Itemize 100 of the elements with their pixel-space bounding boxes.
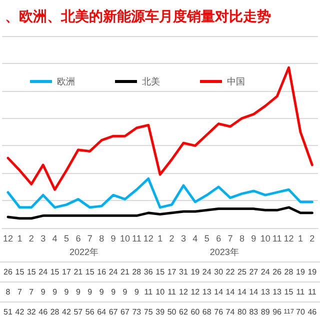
data-label: 21 bbox=[74, 268, 84, 276]
data-label: 9 bbox=[52, 288, 58, 296]
data-label: 13 bbox=[260, 288, 270, 296]
x-tick-label: 5 bbox=[204, 234, 210, 244]
data-label: 50 bbox=[167, 308, 177, 316]
data-label: 14 bbox=[226, 288, 236, 296]
data-label: 31 bbox=[179, 268, 188, 276]
x-tick-label: 3 bbox=[180, 234, 186, 244]
x-tick-label: 1 bbox=[158, 234, 163, 244]
data-label: 62 bbox=[179, 308, 188, 316]
x-tick-label: 2 bbox=[310, 234, 315, 244]
data-label: 7 bbox=[29, 288, 34, 296]
data-label: 24 bbox=[202, 268, 212, 276]
data-label: 14 bbox=[214, 288, 224, 296]
x-tick-label: 1 bbox=[298, 234, 303, 244]
data-label: 8 bbox=[6, 288, 11, 296]
data-label: 14 bbox=[249, 288, 259, 296]
data-label: 16 bbox=[97, 268, 107, 276]
data-label: 11 bbox=[308, 288, 317, 296]
data-label: 19 bbox=[308, 268, 318, 276]
data-label: 12 bbox=[179, 288, 188, 296]
x-tick-label: 10 bbox=[260, 234, 270, 244]
data-label: 89 bbox=[260, 308, 270, 316]
data-label: 26 bbox=[4, 268, 13, 276]
data-label: 9 bbox=[111, 288, 116, 296]
data-label: 9 bbox=[99, 288, 104, 296]
x-tick-label: 8 bbox=[239, 234, 244, 244]
data-label: 46 bbox=[308, 308, 318, 316]
x-tick-label: 1 bbox=[17, 234, 22, 244]
data-label: 15 bbox=[26, 268, 36, 276]
data-label: 70 bbox=[296, 308, 306, 316]
x-tick-label: 6 bbox=[76, 234, 81, 244]
data-label: 15 bbox=[284, 288, 294, 296]
data-label: 13 bbox=[202, 288, 212, 296]
data-label: 80 bbox=[238, 308, 247, 316]
data-label: 15 bbox=[50, 268, 60, 276]
x-tick-label: 4 bbox=[52, 234, 58, 244]
data-label: 75 bbox=[144, 308, 154, 316]
x-tick-label: 11 bbox=[132, 234, 142, 244]
x-tick-label: 2 bbox=[28, 234, 34, 244]
data-label: 28 bbox=[50, 308, 60, 316]
data-label: 19 bbox=[296, 268, 306, 276]
data-label: 57 bbox=[74, 308, 84, 316]
data-label: 17 bbox=[62, 268, 72, 276]
chart-title: 、欧洲、北美的新能源车月度销量对比走势 bbox=[5, 8, 271, 24]
data-label: 11 bbox=[168, 288, 176, 296]
legend-label: 欧洲 bbox=[57, 76, 75, 86]
x-tick-label: 4 bbox=[192, 234, 198, 244]
data-label: 9 bbox=[134, 288, 140, 296]
data-label: 15 bbox=[156, 268, 166, 276]
data-label: 9 bbox=[40, 288, 46, 296]
data-label: 39 bbox=[156, 308, 166, 316]
x-tick-label: 3 bbox=[40, 234, 46, 244]
data-label: 27 bbox=[249, 268, 259, 276]
data-label: 21 bbox=[120, 268, 130, 276]
data-label: 76 bbox=[214, 308, 224, 316]
data-label: 11 bbox=[144, 288, 154, 296]
data-label: 42 bbox=[15, 308, 25, 316]
data-label: 24 bbox=[260, 268, 270, 276]
data-label: 42 bbox=[62, 308, 72, 316]
x-tick-label: 7 bbox=[87, 234, 92, 244]
x-tick-label: 12 bbox=[284, 234, 294, 244]
data-label: 19 bbox=[190, 268, 200, 276]
data-label: 10 bbox=[156, 288, 166, 296]
data-label: 25 bbox=[238, 268, 247, 276]
data-label: 46 bbox=[38, 308, 48, 316]
text: 2022年 bbox=[70, 247, 99, 257]
data-label: 32 bbox=[26, 308, 36, 316]
data-label: 12 bbox=[190, 288, 200, 296]
x-tick-label: 10 bbox=[120, 234, 130, 244]
data-label: 15 bbox=[85, 268, 95, 276]
x-tick-label: 12 bbox=[2, 234, 14, 244]
data-label: 26 bbox=[272, 268, 282, 276]
data-label: 28 bbox=[284, 268, 294, 276]
data-label: 51 bbox=[4, 308, 13, 316]
data-label: 56 bbox=[85, 308, 95, 316]
data-label: 96 bbox=[272, 308, 282, 316]
x-tick-label: 9 bbox=[110, 234, 116, 244]
legend-label: 中国 bbox=[227, 76, 245, 86]
data-label: 9 bbox=[88, 288, 93, 296]
data-label: 15 bbox=[15, 268, 25, 276]
data-label: 83 bbox=[249, 308, 259, 316]
data-label: 64 bbox=[97, 308, 107, 316]
data-label: 30 bbox=[214, 268, 224, 276]
data-label: 36 bbox=[144, 268, 154, 276]
data-label: 74 bbox=[226, 308, 236, 316]
x-tick-label: 5 bbox=[64, 234, 69, 244]
data-label: 24 bbox=[108, 268, 118, 276]
data-label: 60 bbox=[190, 308, 200, 316]
text: 2023年 bbox=[210, 247, 239, 257]
x-tick-label: 11 bbox=[272, 234, 282, 244]
data-label: 7 bbox=[17, 288, 22, 296]
legend-label: 北美 bbox=[142, 76, 160, 86]
x-tick-label: 12 bbox=[143, 234, 154, 244]
x-tick-label: 9 bbox=[251, 234, 256, 244]
data-label: 11 bbox=[296, 288, 306, 296]
x-tick-label: 2 bbox=[169, 234, 174, 244]
data-label: 14 bbox=[238, 288, 247, 296]
data-label: 9 bbox=[64, 288, 70, 296]
data-label: 9 bbox=[76, 288, 81, 296]
